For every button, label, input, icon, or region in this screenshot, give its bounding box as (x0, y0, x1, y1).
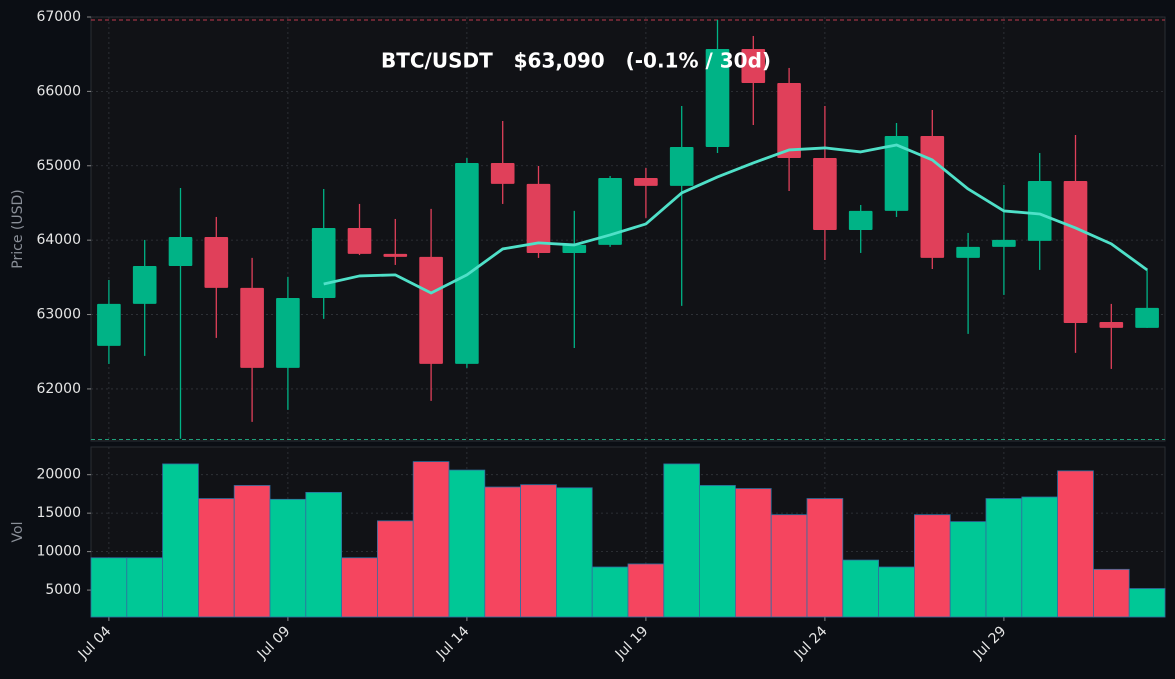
candle-body (455, 162, 479, 364)
volume-bar (878, 566, 915, 618)
volume-bar (269, 498, 307, 618)
candle-body (204, 236, 229, 288)
candle-body (705, 48, 730, 147)
candle-body (490, 162, 515, 184)
volume-bar (376, 520, 414, 618)
y-tick-label: 5000 (45, 582, 81, 598)
candle-body (1027, 180, 1052, 241)
y-tick-label: 66000 (36, 83, 81, 99)
candle-body (562, 244, 587, 253)
candle-body (526, 183, 551, 253)
candle-body (813, 157, 837, 230)
volume-bar (627, 563, 665, 618)
volume-bar (1128, 588, 1166, 618)
candle-body (634, 177, 658, 186)
volume-bar (1021, 496, 1058, 618)
candle-body (347, 227, 372, 254)
y-tick-label: 15000 (36, 505, 81, 521)
volume-bar (842, 559, 879, 618)
candle-body (311, 227, 336, 298)
candle-body (97, 303, 121, 346)
volume-bar (985, 498, 1023, 618)
plot-layer: 62000 63000 64000 65000 66000 67000 5000 10000 1… (36, 9, 1166, 663)
volume-bar (126, 557, 164, 618)
y-tick-label: 63000 (36, 307, 81, 323)
candle-body (741, 48, 766, 83)
candle-body (1135, 307, 1159, 328)
y-axis-label: Price (USD) (10, 189, 26, 268)
volume-bar (233, 485, 271, 618)
volume-bar (914, 514, 951, 618)
volume-bar (699, 485, 736, 618)
candle-body (1063, 180, 1088, 323)
candle-body (168, 236, 193, 266)
volume-bar (556, 487, 593, 618)
volume-bar (90, 557, 128, 618)
volume-bar (949, 521, 987, 618)
candle-body (884, 135, 909, 211)
volume-bar (591, 566, 629, 618)
candle-body (276, 297, 300, 368)
volume-bar (197, 498, 235, 618)
volume-bar (520, 484, 557, 618)
candle-body (920, 135, 945, 258)
y-tick-label: 65000 (36, 158, 81, 174)
y-tick-label: 10000 (36, 544, 81, 560)
volume-bar (484, 486, 521, 618)
volume-bar (770, 514, 808, 618)
chart-title: BTC/USDT $63,090 (-0.1% / 30d) (381, 49, 771, 73)
y-tick-label: 20000 (36, 467, 81, 483)
volume-bar (162, 463, 199, 618)
volume-bar (341, 557, 378, 618)
candle-body (777, 82, 801, 158)
candle-body (383, 253, 408, 257)
volume-bar (448, 469, 486, 618)
y-tick-label: 67000 (36, 9, 81, 25)
candle-body (598, 177, 622, 245)
y-tick-label: 64000 (36, 232, 81, 248)
candle-body (240, 287, 264, 368)
candle-body (1099, 321, 1124, 328)
moving-average-line (323, 143, 1148, 295)
candle-body (669, 146, 694, 186)
candle-body (992, 239, 1016, 247)
volume-axis-label: Vol (10, 522, 26, 543)
volume-bar (1093, 568, 1130, 618)
volume-bar (412, 461, 450, 618)
candle-body (132, 265, 157, 304)
volume-bar (806, 498, 844, 618)
volume-bar (663, 463, 700, 618)
candle-body (956, 246, 980, 258)
volume-bar (1057, 470, 1094, 618)
y-tick-label: 62000 (36, 381, 81, 397)
volume-bar (305, 491, 342, 618)
volume-bar (735, 488, 772, 618)
candle-body (419, 256, 443, 364)
candle-body (848, 210, 873, 230)
